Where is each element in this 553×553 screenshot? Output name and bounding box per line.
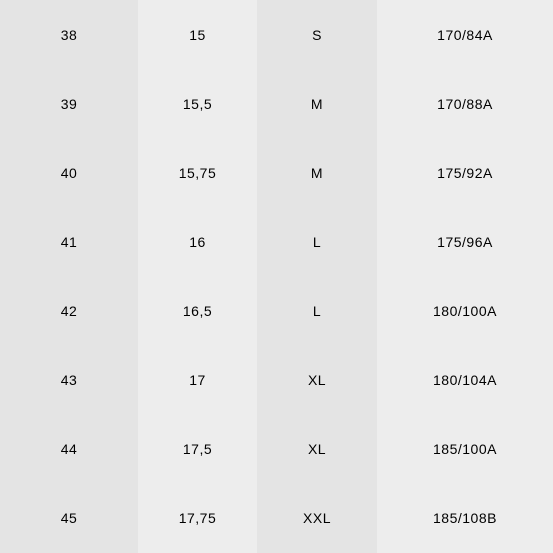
table-cell: XXL (257, 484, 377, 553)
table-cell: 15,5 (138, 69, 257, 138)
table-cell: 41 (0, 207, 138, 276)
table-cell: 180/104A (377, 346, 553, 415)
table-cell: 15 (138, 0, 257, 69)
table-cell: M (257, 138, 377, 207)
table-cell: 170/84A (377, 0, 553, 69)
table-cell: L (257, 277, 377, 346)
table-cell: 44 (0, 415, 138, 484)
column-cn: 170/84A170/88A175/92A175/96A180/100A180/… (377, 0, 553, 553)
table-cell: 17,5 (138, 415, 257, 484)
table-cell: 185/100A (377, 415, 553, 484)
table-cell: 38 (0, 0, 138, 69)
table-cell: 175/92A (377, 138, 553, 207)
column-eu: 3839404142434445 (0, 0, 138, 553)
size-chart-table: 38394041424344451515,515,751616,51717,51… (0, 0, 553, 553)
table-cell: XL (257, 346, 377, 415)
table-cell: 15,75 (138, 138, 257, 207)
table-cell: 42 (0, 277, 138, 346)
table-cell: S (257, 0, 377, 69)
table-cell: 40 (0, 138, 138, 207)
table-cell: 17 (138, 346, 257, 415)
table-cell: 170/88A (377, 69, 553, 138)
table-cell: XL (257, 415, 377, 484)
table-cell: 175/96A (377, 207, 553, 276)
table-cell: 185/108B (377, 484, 553, 553)
table-cell: 43 (0, 346, 138, 415)
table-cell: 17,75 (138, 484, 257, 553)
table-cell: L (257, 207, 377, 276)
table-cell: 16,5 (138, 277, 257, 346)
column-intl: SMMLLXLXLXXL (257, 0, 377, 553)
table-cell: 16 (138, 207, 257, 276)
table-cell: 45 (0, 484, 138, 553)
table-cell: M (257, 69, 377, 138)
column-neck: 1515,515,751616,51717,517,75 (138, 0, 257, 553)
table-cell: 180/100A (377, 277, 553, 346)
table-cell: 39 (0, 69, 138, 138)
